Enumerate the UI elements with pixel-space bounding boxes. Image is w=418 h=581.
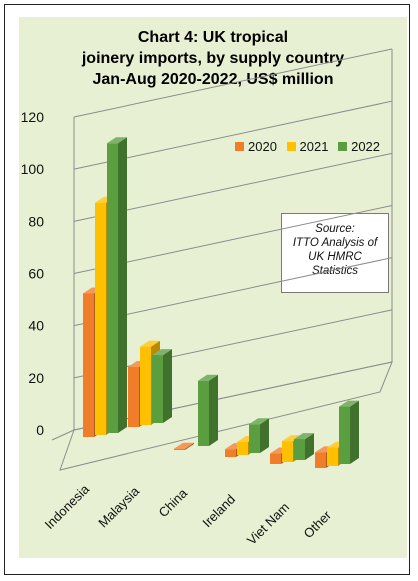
legend-label-2022: 2022 (351, 139, 381, 154)
bar-top-malaysia-2022 (152, 349, 172, 356)
legend-item-2020: 2020 (235, 139, 277, 154)
legend-item-2022: 2022 (338, 139, 380, 154)
legend-swatch-2022 (338, 142, 348, 151)
y-tick-label: 60 (28, 266, 44, 282)
bar-china-2020 (174, 448, 185, 450)
bar-other-2021 (327, 447, 338, 466)
source-line-2: ITTO Analysis of (292, 237, 378, 249)
chart-floor (59, 361, 393, 471)
bar-side-ireland-2022 (260, 418, 269, 453)
source-annotation: Source: ITTO Analysis of UK HMRC Statist… (281, 213, 389, 293)
chart-frame: Chart 4: UK tropical joinery imports, by… (4, 4, 410, 575)
chart-title-line-3: Jan-Aug 2020-2022, US$ million (92, 71, 334, 88)
x-tick-label: Other (301, 507, 335, 541)
bar-other-2022 (339, 406, 350, 464)
bar-indonesia-2022 (107, 143, 118, 434)
y-tick-label: 20 (28, 370, 44, 386)
y-tick-label: 0 (36, 422, 44, 438)
bar-ireland-2022 (249, 424, 260, 453)
gridline-120 (73, 48, 393, 118)
bar-other-2020 (315, 452, 326, 468)
bar-top-china-2022 (198, 374, 218, 381)
y-tick-label: 120 (21, 109, 45, 125)
legend-label-2020: 2020 (248, 139, 277, 154)
axis-left-depth (51, 429, 75, 441)
legend-swatch-2021 (286, 142, 296, 151)
source-line-4: Statistics (311, 265, 358, 277)
bar-top-other-2022 (339, 400, 359, 407)
chart-title: Chart 4: UK tropical joinery imports, by… (19, 27, 407, 90)
bar-side-viet-nam-2022 (305, 433, 314, 460)
bar-top-viet-nam-2022 (294, 433, 314, 440)
bar-viet-nam-2022 (294, 439, 305, 460)
bar-side-other-2022 (350, 400, 359, 464)
bar-indonesia-2021 (95, 202, 106, 435)
bar-indonesia-2020 (83, 293, 94, 437)
bar-top-china-2020 (174, 442, 194, 449)
bar-ireland-2020 (225, 449, 236, 457)
bar-side-malaysia-2022 (163, 349, 172, 423)
bar-top-ireland-2022 (249, 418, 269, 425)
bar-top-indonesia-2022 (107, 137, 127, 144)
y-tick-label: 100 (21, 161, 45, 177)
source-line-3: UK HMRC (308, 251, 362, 263)
y-tick-label: 40 (28, 318, 44, 334)
chart-title-line-1: Chart 4: UK tropical (137, 29, 289, 46)
x-tick-label: Ireland (199, 492, 238, 531)
chart-panel: Chart 4: UK tropical joinery imports, by… (19, 17, 407, 558)
source-line-1: Source: (315, 223, 355, 235)
x-tick-label: Viet Nam (244, 500, 292, 548)
y-tick-label: 80 (28, 213, 44, 229)
chart-legend: 2020 2021 2022 (235, 139, 386, 154)
chart-title-line-2: joinery imports, by supply country (81, 50, 345, 67)
bar-side-china-2020 (185, 442, 194, 450)
x-tick-label: Malaysia (95, 483, 142, 530)
bar-viet-nam-2021 (282, 441, 293, 462)
bar-top-viet-nam-2021 (282, 435, 302, 442)
bar-malaysia-2022 (152, 355, 163, 423)
bar-china-2022 (198, 380, 209, 446)
legend-item-2021: 2021 (286, 139, 329, 154)
bar-malaysia-2020 (128, 366, 139, 427)
bar-side-indonesia-2022 (118, 137, 127, 434)
bar-ireland-2021 (237, 441, 248, 455)
bar-side-china-2022 (209, 374, 218, 446)
bar-top-malaysia-2021 (140, 340, 160, 347)
x-tick-label: China (155, 485, 190, 520)
x-tick-label: Indonesia (42, 481, 93, 532)
legend-swatch-2020 (235, 142, 244, 151)
bar-viet-nam-2020 (270, 453, 281, 464)
legend-label-2021: 2021 (299, 139, 329, 154)
bar-malaysia-2021 (140, 346, 151, 425)
